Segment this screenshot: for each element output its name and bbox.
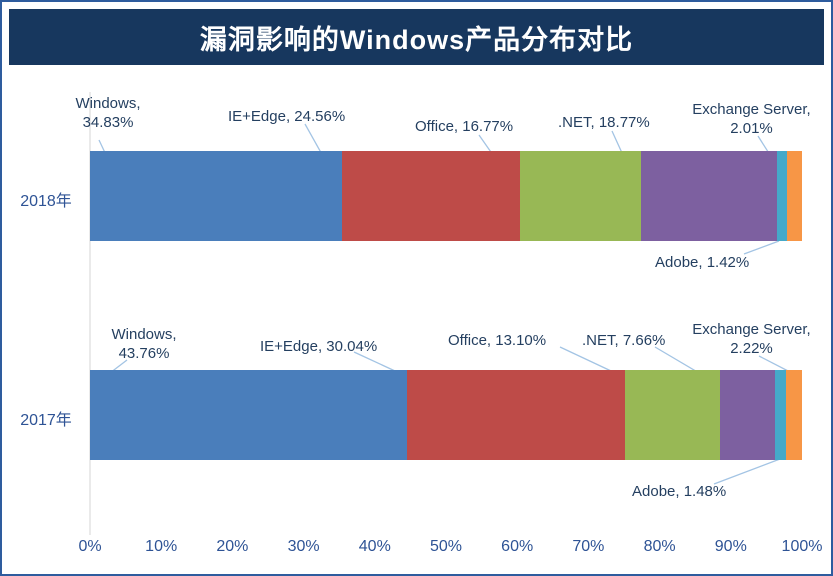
annotation-2017-office: Office, 13.10% xyxy=(448,332,547,349)
annotation-2017-windows: Windows, 43.76% xyxy=(111,326,177,362)
segment--net xyxy=(641,151,778,241)
x-tick-50: 50% xyxy=(429,538,463,555)
x-tick-80: 80% xyxy=(643,538,676,555)
x-tick-60: 60% xyxy=(501,538,534,555)
category-label-2017: 2017年 xyxy=(20,412,72,429)
annotation-2017-dotnet: .NET, 7.66% xyxy=(582,332,666,349)
annotation-2018-windows: Windows, 34.83% xyxy=(75,95,141,131)
chart-title: 漏洞影响的Windows产品分布对比 xyxy=(199,24,634,55)
annotation-2017-adobe: Adobe, 1.48% xyxy=(632,483,727,500)
segment-windows xyxy=(90,151,343,241)
segment-adobe xyxy=(777,151,788,241)
segment--net xyxy=(719,370,776,460)
segment-office xyxy=(519,151,642,241)
segment-ie-edge xyxy=(342,151,520,241)
leader-line-2018-adobe xyxy=(743,240,780,255)
segment-exchange-server xyxy=(785,370,802,460)
x-tick-70: 70% xyxy=(572,538,605,555)
x-tick-90: 90% xyxy=(714,538,747,555)
x-tick-0: 0% xyxy=(78,538,102,555)
annotation-2018-office: Office, 16.77% xyxy=(415,118,514,135)
x-tick-30: 30% xyxy=(287,538,320,555)
stacked-bar-2017 xyxy=(90,370,802,460)
annotation-2017-exchange: Exchange Server, 2.22% xyxy=(692,321,811,357)
segment-windows xyxy=(90,370,408,460)
annotation-2018-dotnet: .NET, 18.77% xyxy=(558,114,650,131)
x-tick-20: 20% xyxy=(216,538,249,555)
annotation-2018-adobe: Adobe, 1.42% xyxy=(655,254,750,271)
annotation-2018-ie-edge: IE+Edge, 24.56% xyxy=(228,108,346,125)
segment-office xyxy=(624,370,720,460)
title-bar: 漏洞影响的Windows产品分布对比 xyxy=(9,9,824,65)
x-axis: 0% 10% 20% 30% 40% 50% 60% 70% 80% 90% 100% xyxy=(78,538,822,560)
category-label-2018: 2018年 xyxy=(20,193,72,210)
segment-adobe xyxy=(775,370,786,460)
segment-ie-edge xyxy=(407,370,625,460)
x-tick-100: 100% xyxy=(781,538,823,555)
x-tick-40: 40% xyxy=(358,538,391,555)
annotation-2018-exchange: Exchange Server, 2.01% xyxy=(692,101,811,137)
x-tick-10: 10% xyxy=(145,538,178,555)
stacked-bar-2018 xyxy=(90,151,802,241)
leader-line-2017-adobe xyxy=(713,458,781,485)
segment-exchange-server xyxy=(787,151,802,241)
annotation-2017-ie-edge: IE+Edge, 30.04% xyxy=(260,338,378,355)
